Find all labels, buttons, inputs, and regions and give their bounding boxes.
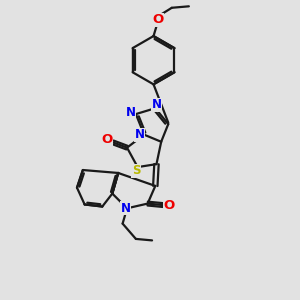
- Text: N: N: [134, 128, 144, 141]
- Text: N: N: [152, 98, 162, 111]
- Text: O: O: [164, 199, 175, 212]
- Text: N: N: [121, 202, 130, 215]
- Text: O: O: [101, 134, 112, 146]
- Text: N: N: [126, 106, 136, 119]
- Text: O: O: [152, 14, 163, 26]
- Text: S: S: [132, 164, 140, 177]
